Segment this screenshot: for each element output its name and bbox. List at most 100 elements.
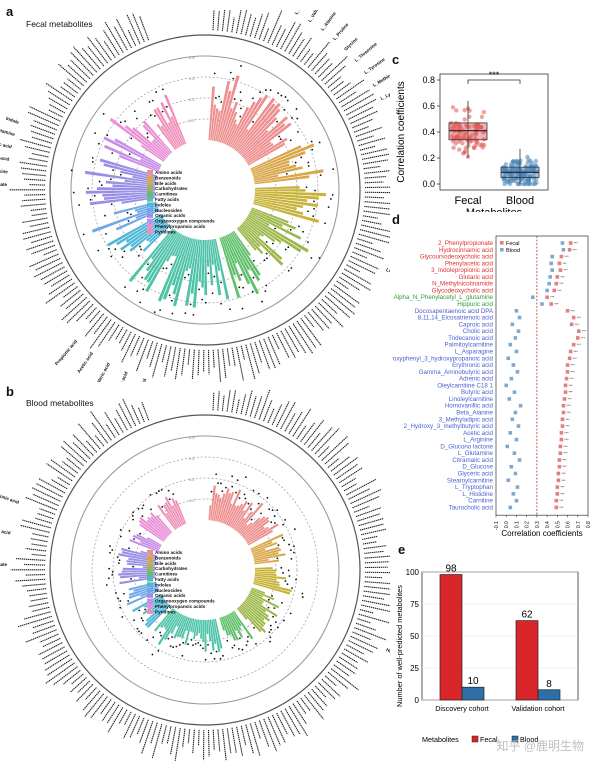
circ-marker <box>282 572 284 574</box>
circ-metabolite-label-stroke <box>123 713 136 739</box>
panel-b-title: Blood metabolites <box>26 398 94 408</box>
circ-metabolite-label: Glycine <box>343 36 359 52</box>
circ-bar <box>160 609 176 628</box>
circ-metabolite-label-stroke <box>359 523 384 531</box>
circ-metabolite-label-stroke <box>343 483 357 492</box>
circ-bar <box>124 125 167 160</box>
circ-bar <box>228 613 244 638</box>
circ-metabolite-label-stroke <box>31 244 56 255</box>
circ-metabolite-label: L_Alanine <box>320 11 337 32</box>
circ-bar <box>128 584 158 596</box>
circ-bar <box>230 232 261 282</box>
circ-marker <box>111 573 114 576</box>
circ-metabolite-label-stroke <box>361 599 390 607</box>
circ-metabolite-label-stroke <box>97 321 116 347</box>
circ-metabolite-label-stroke <box>121 333 136 363</box>
circ-marker <box>283 539 285 542</box>
circ-metabolite-label-stroke <box>280 401 296 430</box>
circ-metabolite-label-stroke <box>364 205 390 210</box>
circ-legend-swatch <box>147 577 153 582</box>
circ-metabolite-label-stroke <box>187 729 191 744</box>
circ-bar <box>210 485 216 521</box>
circ-metabolite-label-stroke <box>271 334 280 350</box>
blood-point <box>512 390 517 394</box>
circ-bar <box>162 236 189 300</box>
circ-metabolite-label-stroke <box>136 717 145 735</box>
circ-metabolite-label-stroke <box>66 300 91 324</box>
circ-marker <box>128 529 131 532</box>
circ-metabolite-label-stroke <box>166 726 172 744</box>
fecal-point <box>565 363 570 367</box>
circ-marker <box>110 255 113 258</box>
circ-metabolite-label-stroke <box>115 409 128 431</box>
circ-marker <box>313 207 315 210</box>
circ-bar <box>253 166 303 180</box>
circ-marker <box>119 606 122 609</box>
circ-metabolite-label-stroke <box>333 82 351 96</box>
circ-bar <box>211 493 218 521</box>
circ-marker <box>240 65 242 67</box>
blood-point <box>511 492 516 496</box>
circ-bar <box>247 214 309 253</box>
circ-metabolite-label-stroke <box>258 720 270 747</box>
circ-marker <box>231 475 234 478</box>
circ-metabolite-label-stroke <box>207 729 210 757</box>
circ-metabolite-label: Adenosine monophosphate <box>0 561 8 567</box>
circ-marker <box>151 653 154 656</box>
circ-metabolite-label-stroke <box>300 422 316 443</box>
circ-bar <box>245 141 272 162</box>
box-point <box>511 176 516 182</box>
circ-metabolite-label-stroke <box>212 349 215 369</box>
circ-bar <box>113 201 157 215</box>
circ-tick-label: 0.8 <box>189 55 195 60</box>
circ-marker <box>222 654 224 657</box>
circ-metabolite-label-stroke <box>357 135 374 142</box>
circ-marker <box>159 309 162 312</box>
circ-bar <box>251 541 278 554</box>
circ-marker <box>82 233 85 236</box>
circ-metabolite-label-stroke <box>361 224 390 233</box>
circ-marker <box>140 632 143 635</box>
circ-metabolite-label-stroke <box>364 196 384 199</box>
circ-marker <box>111 152 114 155</box>
circ-metabolite-label-stroke <box>82 690 101 711</box>
circ-bar <box>151 229 176 260</box>
circ-marker <box>250 508 252 511</box>
circ-bar <box>212 619 221 652</box>
circ-metabolite-label-stroke <box>70 59 91 80</box>
circ-metabolite-label-stroke <box>350 255 379 270</box>
circ-metabolite-label-stroke <box>341 652 358 664</box>
circ-metabolite-label-stroke <box>39 508 56 515</box>
circ-legend-label: Benzenoids <box>155 175 181 180</box>
circ-bar <box>254 569 277 572</box>
box-point <box>456 135 462 141</box>
circ-marker <box>146 263 149 266</box>
circ-metabolite-label-stroke <box>31 136 53 144</box>
circ-metabolite-label-stroke <box>231 347 236 367</box>
fecal-point <box>545 295 549 300</box>
box-point <box>457 147 462 152</box>
circ-bar <box>214 238 230 300</box>
legend-swatch-blood <box>500 248 504 252</box>
circ-metabolite-label-stroke <box>300 317 322 346</box>
circ-bar <box>153 608 174 632</box>
circ-marker <box>146 136 149 139</box>
circ-metabolite-label-stroke <box>25 496 57 511</box>
circ-bar <box>146 519 168 538</box>
circ-metabolite-label-stroke <box>352 251 367 259</box>
circ-marker <box>93 194 96 197</box>
circ-bar <box>243 516 270 539</box>
circ-metabolite-label-stroke <box>245 390 253 416</box>
circ-marker <box>98 180 101 183</box>
circ-marker <box>187 273 190 276</box>
circ-marker <box>279 138 282 141</box>
circ-legend-label: Amino acids <box>155 170 183 175</box>
box-point <box>479 114 485 120</box>
circ-metabolite-label-stroke <box>355 507 382 518</box>
circ-marker <box>190 639 193 641</box>
circ-metabolite-label-stroke <box>346 264 361 273</box>
circ-marker <box>301 596 304 598</box>
fecal-point <box>555 485 560 489</box>
circ-metabolite-label-stroke <box>146 341 154 360</box>
circ-marker <box>207 643 209 646</box>
